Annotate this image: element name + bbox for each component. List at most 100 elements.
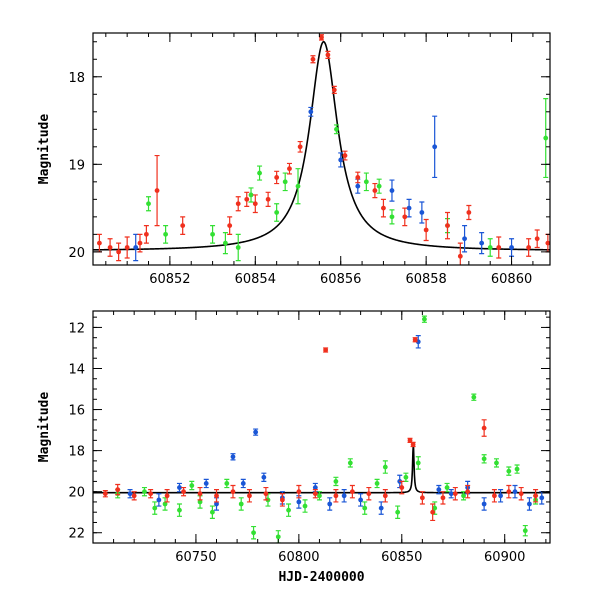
data-point-red <box>131 493 137 499</box>
data-point-red <box>279 497 285 503</box>
data-point-green <box>162 501 168 507</box>
data-point-red <box>296 489 302 495</box>
data-point-red <box>465 489 471 495</box>
data-point-green <box>514 466 520 472</box>
data-point-red <box>116 249 122 255</box>
data-point-green <box>362 505 368 511</box>
data-point-red <box>372 188 378 193</box>
data-point-green <box>210 231 215 237</box>
data-point-red <box>312 491 318 497</box>
data-point-green <box>461 493 466 499</box>
data-points <box>102 315 545 543</box>
data-point-red <box>333 493 339 499</box>
data-point-red <box>506 489 512 495</box>
data-point-red <box>214 493 219 499</box>
data-point-green <box>432 505 438 511</box>
data-point-blue <box>481 501 487 507</box>
data-point-green <box>333 479 339 484</box>
data-point-blue <box>327 501 333 507</box>
data-point-red <box>419 495 425 501</box>
data-point-green <box>415 460 421 466</box>
data-point-blue <box>389 188 395 193</box>
data-point-red <box>381 205 386 211</box>
data-point-blue <box>355 183 361 189</box>
x-tick-label: 60750 <box>175 550 216 565</box>
data-points <box>96 34 550 265</box>
data-point-green <box>163 231 169 237</box>
x-tick-label: 60850 <box>381 550 422 565</box>
data-point-green <box>543 135 549 141</box>
data-point-blue <box>177 485 182 490</box>
data-point-blue <box>448 491 454 497</box>
data-point-red <box>481 425 487 431</box>
data-point-red <box>440 495 446 501</box>
data-point-red <box>496 245 502 250</box>
model-curve <box>93 443 550 494</box>
data-point-green <box>286 507 291 513</box>
data-point-red <box>534 236 540 242</box>
data-point-green <box>317 493 322 499</box>
x-tick-label: 60858 <box>405 272 446 287</box>
data-point-red <box>533 493 538 499</box>
data-point-green <box>471 394 477 400</box>
data-point-red <box>287 166 292 172</box>
data-point-blue <box>358 497 364 503</box>
data-point-red <box>545 240 550 246</box>
data-point-red <box>319 34 324 40</box>
data-point-blue <box>406 205 412 211</box>
data-point-green <box>223 240 228 246</box>
data-point-green <box>444 485 450 490</box>
y-tick-label: 16 <box>68 404 85 419</box>
x-tick-label: 60852 <box>149 272 190 287</box>
x-tick-label: 60800 <box>278 550 319 565</box>
data-point-green <box>395 509 401 515</box>
data-point-red <box>492 493 497 499</box>
data-point-red <box>457 253 463 259</box>
data-point-green <box>251 530 256 536</box>
data-point-green <box>209 509 215 515</box>
y-axis-label: Magnitude <box>37 392 52 463</box>
data-point-red <box>407 437 413 443</box>
data-point-blue <box>432 144 438 150</box>
data-point-red <box>310 56 316 62</box>
y-axis-label: Magnitude <box>37 114 52 185</box>
data-point-green <box>177 507 182 513</box>
data-point-green <box>295 183 301 189</box>
data-point-blue <box>539 495 545 501</box>
data-point-red <box>230 489 236 495</box>
data-point-blue <box>203 481 209 486</box>
data-point-blue <box>127 491 133 497</box>
data-point-red <box>430 509 436 515</box>
model-curve <box>93 40 550 251</box>
y-tick-label: 14 <box>68 362 85 377</box>
data-point-green <box>347 460 353 466</box>
data-point-red <box>355 175 361 180</box>
data-point-red <box>247 493 252 499</box>
data-point-red <box>366 491 372 497</box>
data-point-blue <box>296 499 302 505</box>
data-point-blue <box>253 429 259 435</box>
data-point-green <box>422 316 427 322</box>
data-point-green <box>506 468 512 474</box>
data-point-red <box>97 240 102 246</box>
data-point-red <box>274 175 280 180</box>
data-point-green <box>274 210 280 215</box>
x-tick-label: 60856 <box>320 272 361 287</box>
data-point-red <box>107 245 113 250</box>
x-axis-label: HJD-2400000 <box>278 570 364 585</box>
data-point-green <box>224 481 230 486</box>
plot-frame <box>92 32 551 266</box>
y-tick-label: 22 <box>68 527 85 542</box>
data-point-red <box>143 231 149 237</box>
y-tick-label: 18 <box>68 445 85 460</box>
data-point-green <box>334 126 339 132</box>
data-point-blue <box>419 210 425 215</box>
y-tick-label: 18 <box>68 71 85 86</box>
data-point-red <box>244 196 250 202</box>
data-point-red <box>466 210 472 215</box>
data-point-green <box>248 192 254 198</box>
data-point-green <box>522 528 528 534</box>
data-point-blue <box>462 236 467 242</box>
data-point-blue <box>133 245 139 250</box>
